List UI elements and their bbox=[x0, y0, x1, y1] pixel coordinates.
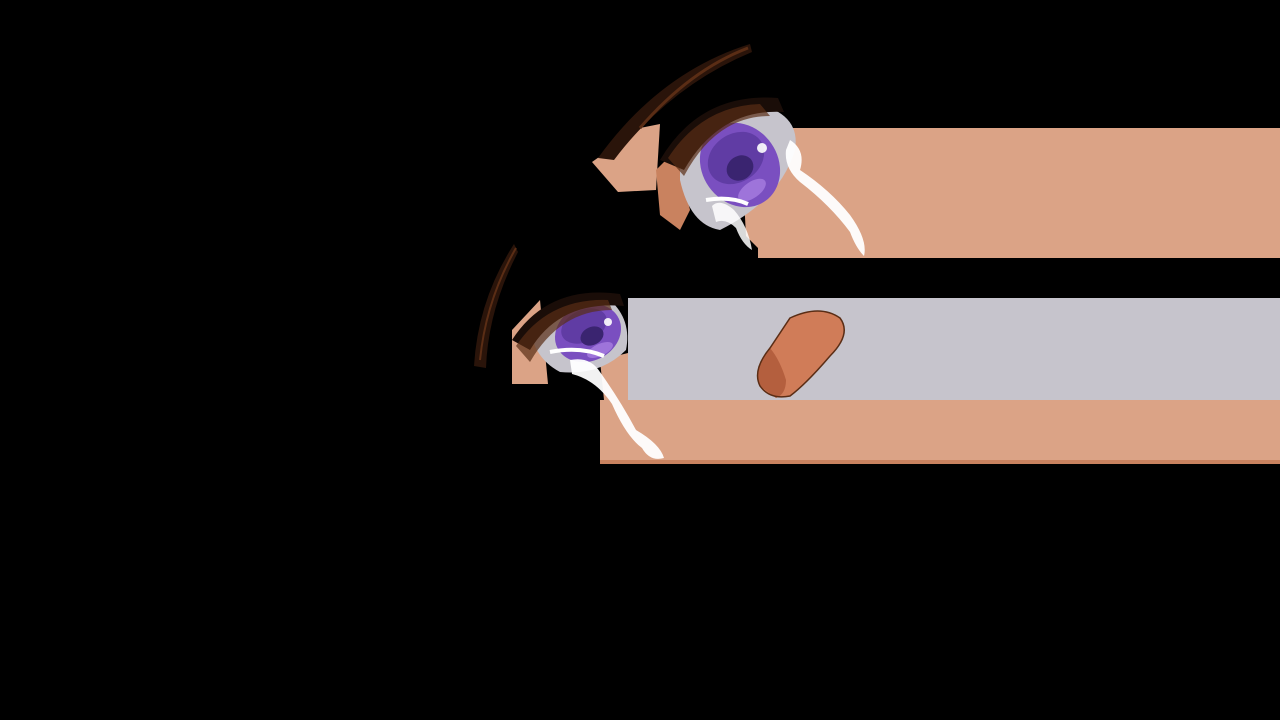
right-eye-lash-brown bbox=[668, 104, 770, 176]
right-eye bbox=[592, 44, 1280, 258]
right-eye-iris-light bbox=[738, 178, 766, 202]
right-eye-brow-stroke bbox=[638, 46, 749, 129]
left-eye-brow-stroke bbox=[479, 247, 517, 361]
right-eye-tear-main bbox=[785, 140, 865, 256]
right-eye-tear-pool bbox=[705, 196, 749, 206]
right-eye-cheek-shadow bbox=[656, 150, 690, 230]
mouth bbox=[756, 310, 845, 398]
right-eye-skin-left bbox=[592, 124, 660, 192]
left-eye-sclera-band bbox=[628, 298, 1280, 400]
left-eye-lash-brown bbox=[516, 299, 612, 362]
left-eye-tear-main bbox=[570, 359, 664, 459]
left-eye-tear-pool bbox=[549, 347, 605, 358]
left-eye-pupil bbox=[580, 326, 604, 346]
mouth-shadow bbox=[757, 348, 786, 398]
left-eye bbox=[474, 244, 1280, 464]
mouth-outline bbox=[756, 310, 845, 398]
right-eye-tear-drop bbox=[712, 202, 752, 250]
left-eye-skin-edge bbox=[600, 460, 1280, 464]
left-eye-brow bbox=[474, 244, 518, 368]
right-eye-pupil bbox=[726, 155, 754, 181]
right-eye-highlight bbox=[757, 143, 767, 153]
right-eye-brow bbox=[598, 44, 752, 160]
left-eye-highlight bbox=[604, 318, 612, 326]
right-eye-skin-band bbox=[758, 128, 1280, 258]
left-eye-skin-band bbox=[600, 400, 1280, 462]
